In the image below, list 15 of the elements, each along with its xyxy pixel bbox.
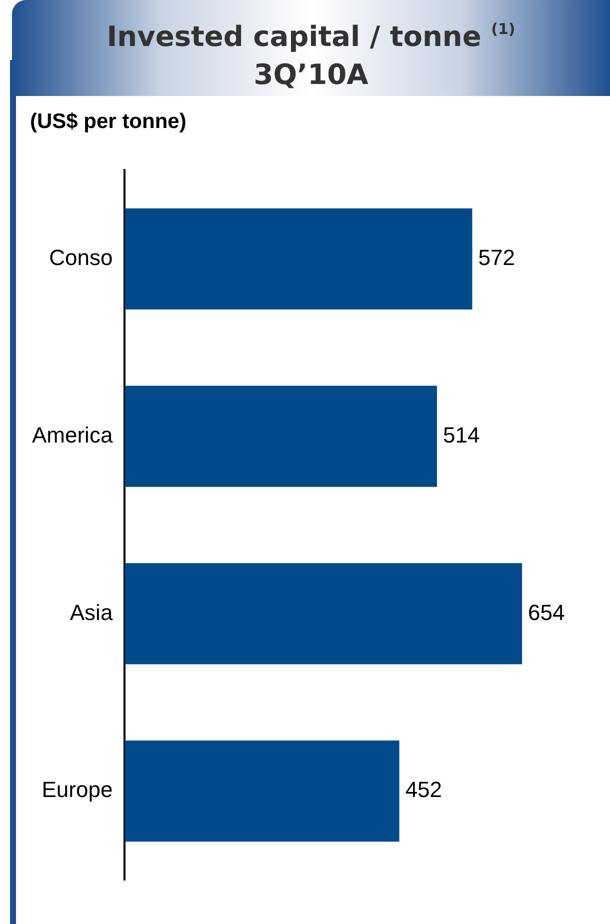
- chart-subtitle: 3Q’10A: [252, 57, 370, 93]
- y-tick-label: Asia: [70, 600, 114, 625]
- data-label: 572: [478, 244, 515, 270]
- y-axis-title: (US$ per tonne): [30, 110, 186, 134]
- y-tick-label: Conso: [49, 244, 113, 270]
- y-tick-label: Europe: [42, 777, 113, 802]
- chart-title: Invested capital / tonne $^{(1)}$: [106, 19, 516, 55]
- data-label: 514: [442, 422, 480, 448]
- data-label: 452: [405, 777, 442, 802]
- bar: [124, 386, 437, 487]
- bar: [124, 740, 400, 842]
- bar: [124, 208, 472, 310]
- y-tick-label: America: [32, 422, 114, 448]
- bar: [124, 563, 522, 664]
- data-label: 654: [528, 600, 565, 625]
